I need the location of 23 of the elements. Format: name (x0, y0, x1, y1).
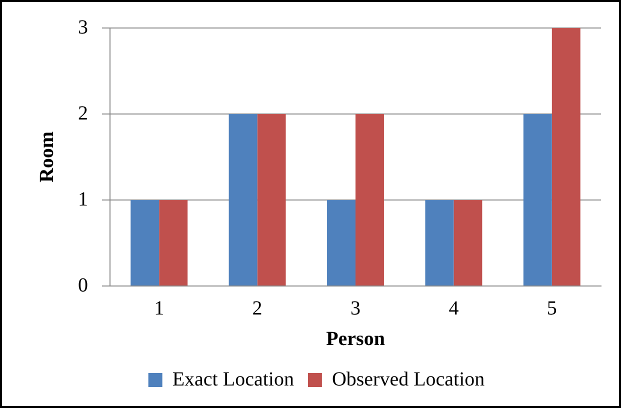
bar (257, 114, 286, 286)
y-tick-label: 0 (78, 274, 88, 296)
legend-label: Observed Location (332, 368, 485, 390)
bar (327, 200, 356, 286)
y-tick-label: 2 (78, 102, 88, 124)
bar (454, 200, 482, 286)
x-tick-label: 4 (448, 297, 459, 320)
bar (523, 114, 552, 286)
x-tick-label: 5 (546, 297, 557, 320)
x-tick-label: 3 (350, 297, 360, 320)
bar (130, 200, 160, 286)
x-tick-label: 2 (252, 297, 262, 320)
legend-label: Exact Location (172, 368, 294, 390)
bar (228, 114, 258, 286)
bar (552, 28, 580, 286)
x-tick-label: 1 (154, 297, 164, 320)
bar (425, 200, 454, 286)
y-axis-title: Room (36, 131, 58, 183)
bar (356, 114, 384, 286)
y-tick-label: 1 (78, 188, 88, 210)
y-tick-label: 3 (78, 16, 88, 38)
x-axis-title: Person (326, 328, 385, 350)
bar (159, 200, 188, 286)
